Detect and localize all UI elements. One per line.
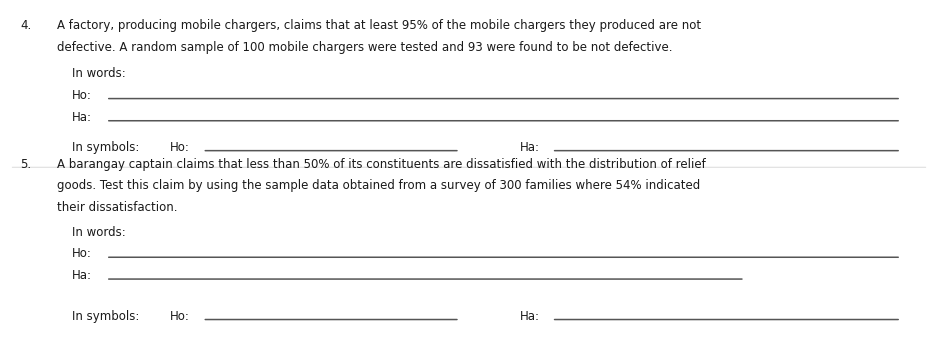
Text: Ho:: Ho: (72, 247, 92, 260)
Text: Ho:: Ho: (170, 310, 190, 323)
Text: 5.: 5. (21, 158, 32, 171)
Text: 4.: 4. (21, 19, 32, 32)
Text: Ha:: Ha: (72, 269, 92, 282)
Text: Ha:: Ha: (72, 111, 92, 124)
Text: A barangay captain claims that less than 50% of its constituents are dissatisfie: A barangay captain claims that less than… (57, 158, 706, 171)
Text: Ho:: Ho: (72, 89, 92, 102)
Text: In symbols:: In symbols: (72, 141, 139, 154)
Text: In words:: In words: (72, 226, 126, 239)
Text: Ha:: Ha: (520, 310, 539, 323)
Text: Ho:: Ho: (170, 141, 190, 154)
Text: Ha:: Ha: (520, 141, 539, 154)
Text: goods. Test this claim by using the sample data obtained from a survey of 300 fa: goods. Test this claim by using the samp… (57, 180, 701, 192)
Text: In symbols:: In symbols: (72, 310, 139, 323)
Text: their dissatisfaction.: their dissatisfaction. (57, 201, 177, 214)
Text: A factory, producing mobile chargers, claims that at least 95% of the mobile cha: A factory, producing mobile chargers, cl… (57, 19, 702, 32)
Text: In words:: In words: (72, 67, 126, 80)
Text: defective. A random sample of 100 mobile chargers were tested and 93 were found : defective. A random sample of 100 mobile… (57, 41, 673, 53)
